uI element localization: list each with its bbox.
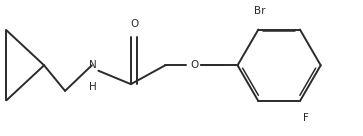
Text: F: F [303,113,309,123]
Text: Br: Br [254,6,266,16]
Text: H: H [89,82,97,92]
Text: O: O [190,60,198,70]
Text: N: N [89,60,97,70]
Text: O: O [130,19,138,29]
